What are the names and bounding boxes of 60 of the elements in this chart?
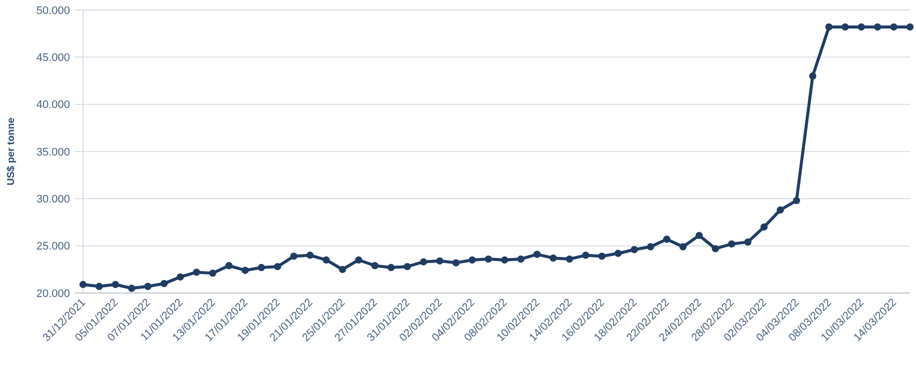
point xyxy=(744,238,752,246)
y-tick-label: 25.000 xyxy=(36,240,70,253)
point xyxy=(404,262,411,270)
point xyxy=(728,240,736,248)
point xyxy=(322,256,330,264)
point xyxy=(533,250,541,258)
point xyxy=(128,284,136,292)
point xyxy=(517,255,524,263)
point xyxy=(760,223,768,231)
point xyxy=(209,270,216,277)
point xyxy=(550,254,557,262)
point xyxy=(306,252,314,259)
point xyxy=(646,243,654,250)
point xyxy=(566,255,574,263)
point xyxy=(274,262,282,270)
point xyxy=(825,23,833,31)
point xyxy=(501,256,508,264)
point xyxy=(630,246,638,254)
point xyxy=(225,262,233,270)
point xyxy=(192,268,200,276)
point xyxy=(371,262,378,270)
point xyxy=(242,266,249,274)
point xyxy=(144,282,152,290)
point xyxy=(452,259,460,266)
point xyxy=(468,256,476,264)
y-tick-label: 40.000 xyxy=(36,99,70,112)
point xyxy=(858,23,865,31)
point xyxy=(79,280,87,288)
point xyxy=(96,282,103,290)
point xyxy=(614,250,622,257)
point xyxy=(484,255,492,263)
point xyxy=(258,264,265,272)
point xyxy=(436,257,444,265)
point xyxy=(598,252,606,260)
point xyxy=(906,23,914,31)
point xyxy=(582,252,590,259)
point xyxy=(112,280,120,288)
y-tick-label: 20.000 xyxy=(36,288,70,300)
point xyxy=(809,72,816,80)
point xyxy=(792,196,800,204)
y-tick-label: 35.000 xyxy=(36,146,70,158)
point xyxy=(679,243,687,250)
point xyxy=(338,266,346,274)
point xyxy=(290,252,298,260)
y-tick-label: 45.000 xyxy=(36,52,70,64)
point xyxy=(874,23,882,31)
point xyxy=(176,273,184,281)
point xyxy=(420,258,428,266)
point xyxy=(776,206,784,214)
y-axis-title: US$ per tonne xyxy=(6,117,17,186)
y-tick-label: 30.000 xyxy=(36,194,70,206)
point xyxy=(842,23,849,31)
point xyxy=(712,245,720,252)
point xyxy=(160,280,168,288)
y-tick-label: 50.000 xyxy=(36,4,70,17)
point xyxy=(890,23,898,31)
point xyxy=(388,264,395,272)
point xyxy=(663,236,670,243)
point xyxy=(696,232,703,240)
point xyxy=(355,256,362,264)
